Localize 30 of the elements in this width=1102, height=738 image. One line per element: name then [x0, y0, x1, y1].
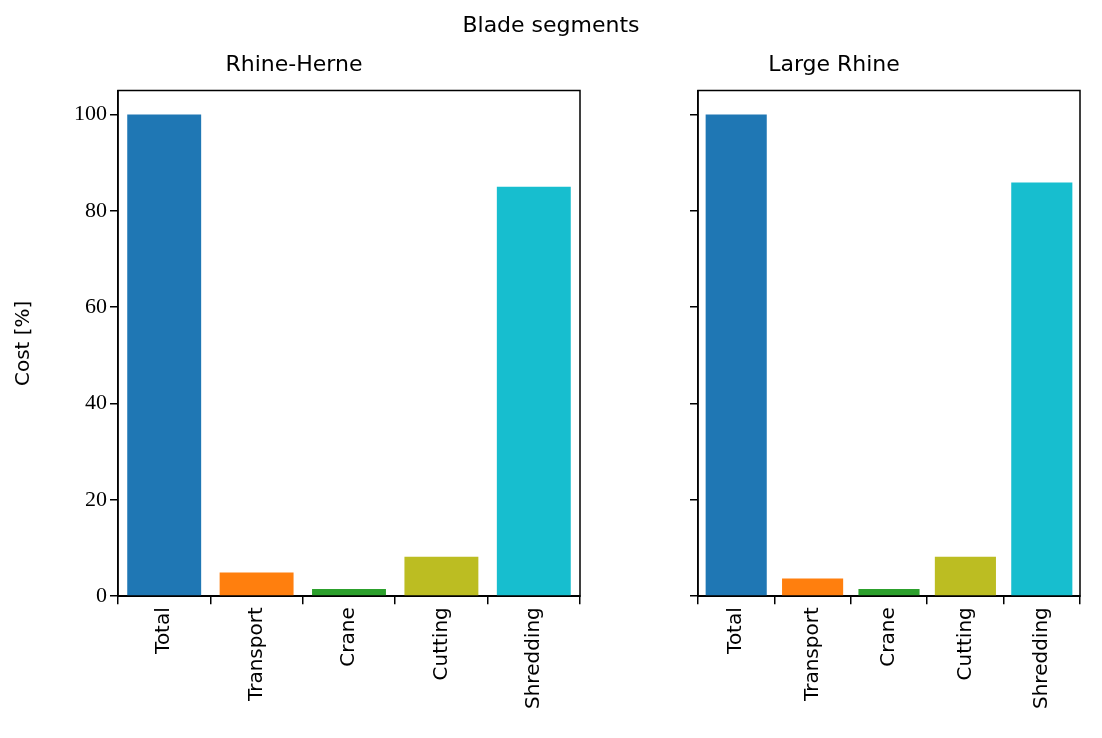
bar — [127, 114, 202, 596]
x-tick-label: Total — [722, 607, 747, 655]
chart-title: Large Rhine — [768, 50, 900, 76]
bar — [1011, 182, 1073, 596]
x-tick-label: Transport — [798, 607, 823, 703]
y-tick-label: 60 — [85, 292, 107, 318]
x-tick-label: Crane — [875, 607, 900, 667]
bar — [219, 572, 294, 596]
y-axis-title: Cost [%] — [10, 300, 35, 387]
x-tick-label: Shredding — [1028, 607, 1052, 709]
x-tick-label: Total — [150, 607, 175, 655]
bar — [858, 589, 920, 596]
x-tick-label: Transport — [242, 607, 267, 703]
x-tick-label: Crane — [335, 607, 360, 667]
bar — [705, 114, 767, 596]
y-tick-label: 0 — [96, 582, 107, 607]
chart-title: Rhine-Herne — [225, 50, 363, 76]
x-tick-label: Cutting — [951, 607, 976, 681]
text: Blade segments — [461, 11, 641, 39]
bar — [312, 589, 386, 596]
x-tick-label: Cutting — [427, 607, 452, 681]
bar — [404, 556, 479, 596]
y-tick-label: 100 — [74, 100, 107, 126]
y-tick-label: 20 — [85, 485, 107, 511]
bar — [934, 556, 996, 596]
x-tick-label: Shredding — [520, 607, 544, 709]
bar — [496, 186, 571, 596]
y-tick-label: 40 — [85, 389, 107, 415]
y-tick-label: 80 — [85, 196, 107, 222]
bar — [782, 578, 844, 596]
